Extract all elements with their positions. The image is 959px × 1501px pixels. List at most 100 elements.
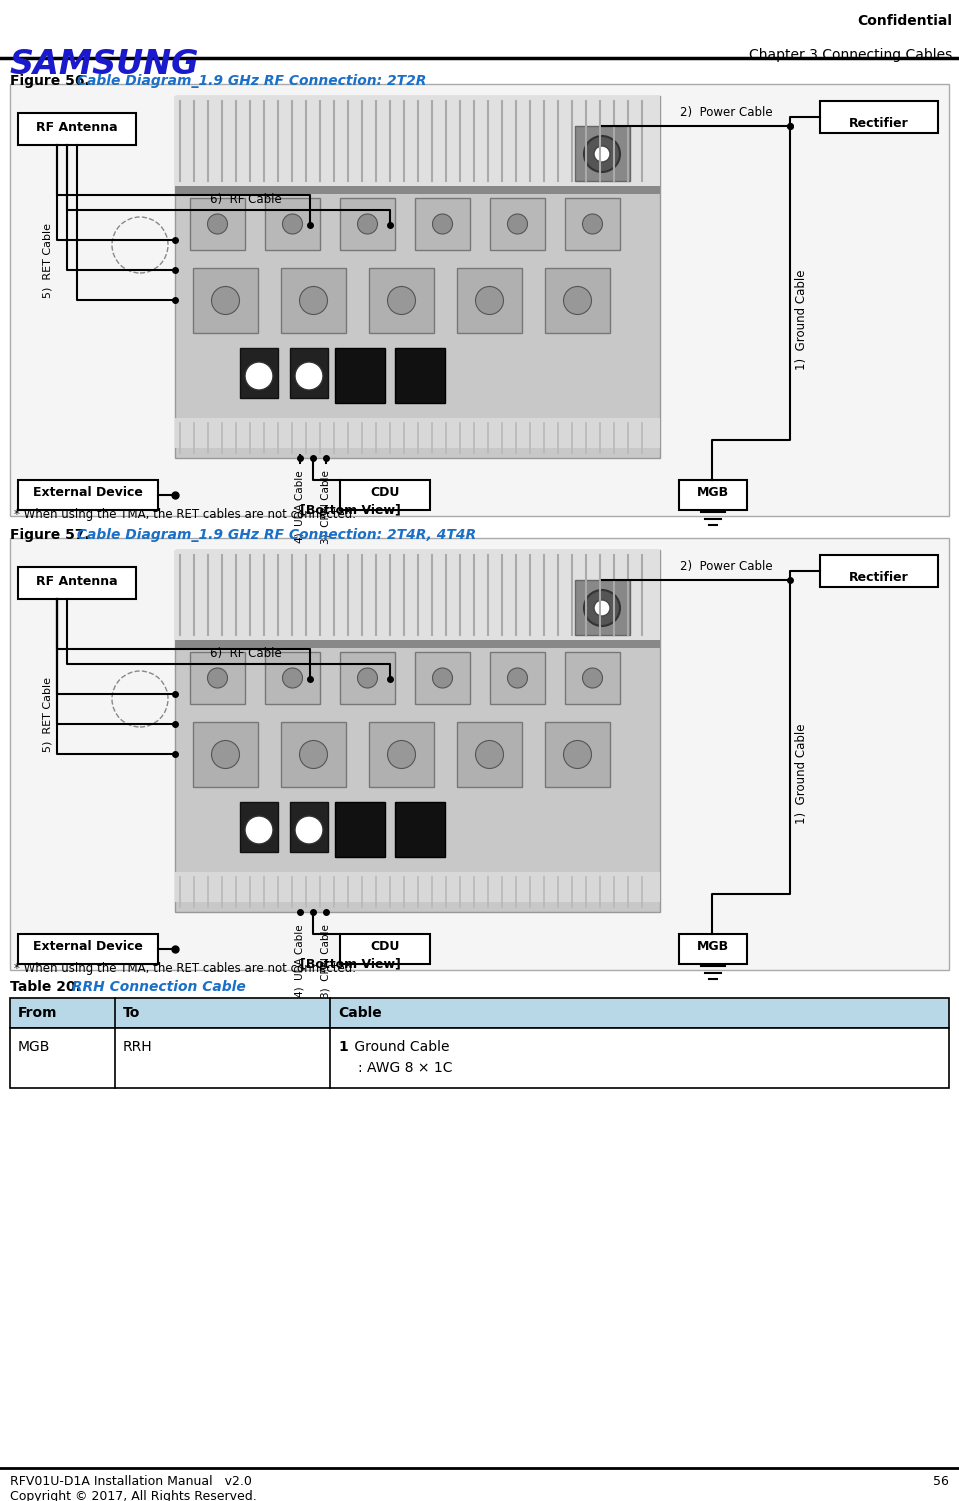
Circle shape <box>358 668 378 687</box>
Bar <box>575 579 630 635</box>
Text: 1)  Ground Cable: 1) Ground Cable <box>796 723 808 824</box>
Text: 3)  CPRI Cable: 3) CPRI Cable <box>321 925 331 998</box>
Bar <box>369 722 434 787</box>
Text: Rectifier: Rectifier <box>849 570 909 584</box>
Text: Cable Diagram_1.9 GHz RF Connection: 2T2R: Cable Diagram_1.9 GHz RF Connection: 2T2… <box>72 74 427 89</box>
Bar <box>18 567 136 599</box>
Text: 4)  UDA Cable: 4) UDA Cable <box>295 925 305 997</box>
Bar <box>175 549 660 639</box>
Bar <box>565 651 620 704</box>
Circle shape <box>584 137 620 173</box>
Text: 5)  RET Cable: 5) RET Cable <box>42 677 52 752</box>
Text: 1)  Ground Cable: 1) Ground Cable <box>796 270 808 371</box>
Text: MGB: MGB <box>18 1040 51 1054</box>
Text: Ground Cable: Ground Cable <box>350 1040 450 1054</box>
Bar <box>395 802 445 857</box>
Circle shape <box>245 362 273 390</box>
Bar <box>10 998 949 1028</box>
Text: Cable Diagram_1.9 GHz RF Connection: 2T4R, 4T4R: Cable Diagram_1.9 GHz RF Connection: 2T4… <box>72 528 476 542</box>
Bar <box>457 269 522 333</box>
Bar <box>679 934 747 964</box>
Text: MGB: MGB <box>697 486 729 498</box>
Text: External Device: External Device <box>33 486 143 498</box>
Text: * When using the TMA, the RET cables are not connected.: * When using the TMA, the RET cables are… <box>14 507 356 521</box>
Circle shape <box>299 287 328 315</box>
Bar <box>18 480 158 510</box>
Bar <box>265 651 320 704</box>
Bar <box>490 651 545 704</box>
Circle shape <box>564 287 592 315</box>
Text: CDU: CDU <box>370 486 400 498</box>
Text: RF Antenna: RF Antenna <box>36 575 118 588</box>
Text: 3)  CPRI Cable: 3) CPRI Cable <box>321 470 331 543</box>
Circle shape <box>582 668 602 687</box>
Bar <box>10 84 949 516</box>
Bar <box>820 101 938 134</box>
Bar <box>190 198 245 251</box>
Circle shape <box>476 287 503 315</box>
Bar <box>10 1028 949 1088</box>
Bar <box>565 198 620 251</box>
Bar <box>193 722 258 787</box>
Circle shape <box>584 590 620 626</box>
Bar <box>335 348 385 402</box>
Text: 2)  Power Cable: 2) Power Cable <box>680 107 773 119</box>
Bar <box>340 480 430 510</box>
Bar <box>575 126 630 182</box>
Text: 4)  UDA Cable: 4) UDA Cable <box>295 470 305 543</box>
Bar <box>369 269 434 333</box>
Text: 2)  Power Cable: 2) Power Cable <box>680 560 773 573</box>
Bar <box>290 348 328 398</box>
Circle shape <box>387 740 415 769</box>
Circle shape <box>295 362 323 390</box>
Circle shape <box>476 740 503 769</box>
Text: 56: 56 <box>933 1475 949 1487</box>
Circle shape <box>283 215 302 234</box>
Bar <box>340 651 395 704</box>
Text: From: From <box>18 1006 58 1021</box>
Bar <box>10 537 949 970</box>
Text: RFV01U-D1A Installation Manual   v2.0: RFV01U-D1A Installation Manual v2.0 <box>10 1475 252 1487</box>
Bar <box>240 802 278 853</box>
Text: Chapter 3 Connecting Cables: Chapter 3 Connecting Cables <box>749 48 952 62</box>
Text: CDU: CDU <box>370 940 400 953</box>
Text: [Bottom View]: [Bottom View] <box>299 958 401 970</box>
Bar <box>415 198 470 251</box>
Circle shape <box>207 215 227 234</box>
Bar <box>395 348 445 402</box>
Bar <box>415 651 470 704</box>
Text: External Device: External Device <box>33 940 143 953</box>
Bar <box>335 802 385 857</box>
Text: 6)  RF Cable: 6) RF Cable <box>210 194 282 206</box>
Circle shape <box>295 817 323 844</box>
Circle shape <box>207 668 227 687</box>
Bar <box>490 198 545 251</box>
Circle shape <box>594 146 610 162</box>
Text: Table 20.: Table 20. <box>10 980 81 994</box>
Text: SAMSUNG: SAMSUNG <box>10 48 199 81</box>
Text: : AWG 8 × 1C: : AWG 8 × 1C <box>358 1061 453 1075</box>
Bar <box>265 198 320 251</box>
Circle shape <box>507 668 527 687</box>
Bar <box>193 269 258 333</box>
Bar <box>281 269 346 333</box>
Bar <box>281 722 346 787</box>
Text: RRH Connection Cable: RRH Connection Cable <box>67 980 246 994</box>
Circle shape <box>594 600 610 615</box>
Circle shape <box>433 668 453 687</box>
Text: MGB: MGB <box>697 940 729 953</box>
Circle shape <box>582 215 602 234</box>
Bar <box>175 417 660 447</box>
Text: * When using the TMA, the RET cables are not connected.: * When using the TMA, the RET cables are… <box>14 962 356 976</box>
Circle shape <box>387 287 415 315</box>
Circle shape <box>212 740 240 769</box>
Circle shape <box>212 287 240 315</box>
Text: Copyright © 2017, All Rights Reserved.: Copyright © 2017, All Rights Reserved. <box>10 1490 257 1501</box>
Bar <box>175 872 660 902</box>
Text: Confidential: Confidential <box>857 14 952 29</box>
Bar <box>175 639 660 648</box>
Bar <box>240 348 278 398</box>
Bar <box>679 480 747 510</box>
Circle shape <box>283 668 302 687</box>
Text: 1: 1 <box>338 1040 348 1054</box>
